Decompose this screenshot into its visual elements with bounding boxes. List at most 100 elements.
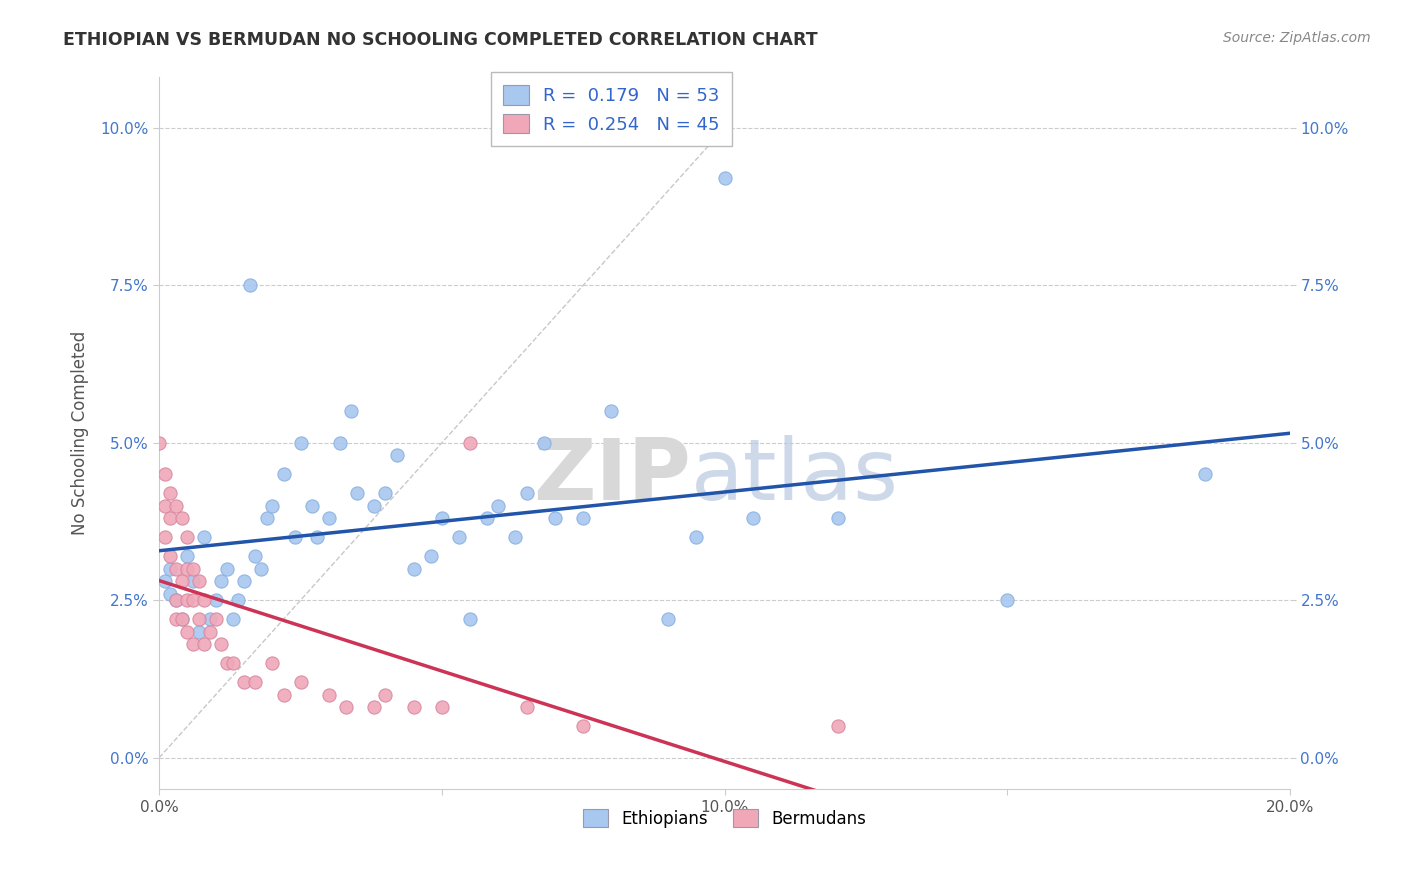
Point <box>165 499 187 513</box>
Point <box>1194 467 1216 482</box>
Point <box>181 593 204 607</box>
Point <box>995 593 1018 607</box>
Point <box>204 593 226 607</box>
Point <box>215 562 238 576</box>
Point <box>827 719 849 733</box>
Point <box>187 574 209 589</box>
Point <box>713 171 735 186</box>
Text: ZIP: ZIP <box>533 434 690 517</box>
Point <box>516 700 538 714</box>
Point <box>153 574 176 589</box>
Point <box>318 511 340 525</box>
Point <box>153 530 176 544</box>
Text: atlas: atlas <box>690 434 898 517</box>
Point <box>245 675 267 690</box>
Point <box>486 499 509 513</box>
Point <box>250 562 273 576</box>
Point <box>226 593 249 607</box>
Point <box>148 435 170 450</box>
Point <box>176 530 198 544</box>
Text: ETHIOPIAN VS BERMUDAN NO SCHOOLING COMPLETED CORRELATION CHART: ETHIOPIAN VS BERMUDAN NO SCHOOLING COMPL… <box>63 31 818 49</box>
Point <box>170 574 193 589</box>
Point <box>176 593 198 607</box>
Point <box>153 499 176 513</box>
Point <box>505 530 527 544</box>
Point <box>475 511 498 525</box>
Point <box>170 612 193 626</box>
Point <box>193 530 215 544</box>
Point <box>198 624 221 639</box>
Point <box>827 511 849 525</box>
Point <box>153 467 176 482</box>
Point <box>301 499 323 513</box>
Point <box>402 562 425 576</box>
Point <box>346 486 368 500</box>
Point <box>193 593 215 607</box>
Point <box>290 435 312 450</box>
Point <box>447 530 470 544</box>
Point <box>170 511 193 525</box>
Point <box>209 637 232 651</box>
Point <box>159 486 181 500</box>
Point <box>741 511 763 525</box>
Point <box>198 612 221 626</box>
Point <box>318 688 340 702</box>
Point <box>176 549 198 563</box>
Text: Source: ZipAtlas.com: Source: ZipAtlas.com <box>1223 31 1371 45</box>
Point <box>233 574 256 589</box>
Point <box>165 562 187 576</box>
Point <box>239 278 262 293</box>
Point <box>458 612 481 626</box>
Point <box>329 435 352 450</box>
Point <box>544 511 567 525</box>
Point <box>657 612 679 626</box>
Point <box>600 404 623 418</box>
Point <box>363 700 385 714</box>
Point <box>187 624 209 639</box>
Point <box>262 657 284 671</box>
Point <box>176 624 198 639</box>
Point <box>374 688 396 702</box>
Point <box>181 637 204 651</box>
Point <box>685 530 707 544</box>
Point <box>374 486 396 500</box>
Point <box>419 549 441 563</box>
Point <box>284 530 307 544</box>
Y-axis label: No Schooling Completed: No Schooling Completed <box>72 331 89 535</box>
Point <box>165 612 187 626</box>
Point <box>181 562 204 576</box>
Point <box>159 549 181 563</box>
Point <box>170 612 193 626</box>
Legend: Ethiopians, Bermudans: Ethiopians, Bermudans <box>576 803 873 834</box>
Point <box>340 404 363 418</box>
Point <box>165 593 187 607</box>
Point <box>430 511 453 525</box>
Point <box>159 511 181 525</box>
Point <box>165 593 187 607</box>
Point <box>402 700 425 714</box>
Point <box>181 574 204 589</box>
Point <box>233 675 256 690</box>
Point <box>273 467 295 482</box>
Point <box>159 562 181 576</box>
Point <box>273 688 295 702</box>
Point <box>307 530 329 544</box>
Point <box>335 700 357 714</box>
Point <box>256 511 278 525</box>
Point <box>209 574 232 589</box>
Point <box>572 719 595 733</box>
Point <box>176 562 198 576</box>
Point <box>159 587 181 601</box>
Point <box>221 657 243 671</box>
Point <box>245 549 267 563</box>
Point <box>193 637 215 651</box>
Point <box>385 449 408 463</box>
Point <box>572 511 595 525</box>
Point <box>430 700 453 714</box>
Point <box>363 499 385 513</box>
Point <box>458 435 481 450</box>
Point <box>187 612 209 626</box>
Point <box>204 612 226 626</box>
Point <box>533 435 555 450</box>
Point <box>221 612 243 626</box>
